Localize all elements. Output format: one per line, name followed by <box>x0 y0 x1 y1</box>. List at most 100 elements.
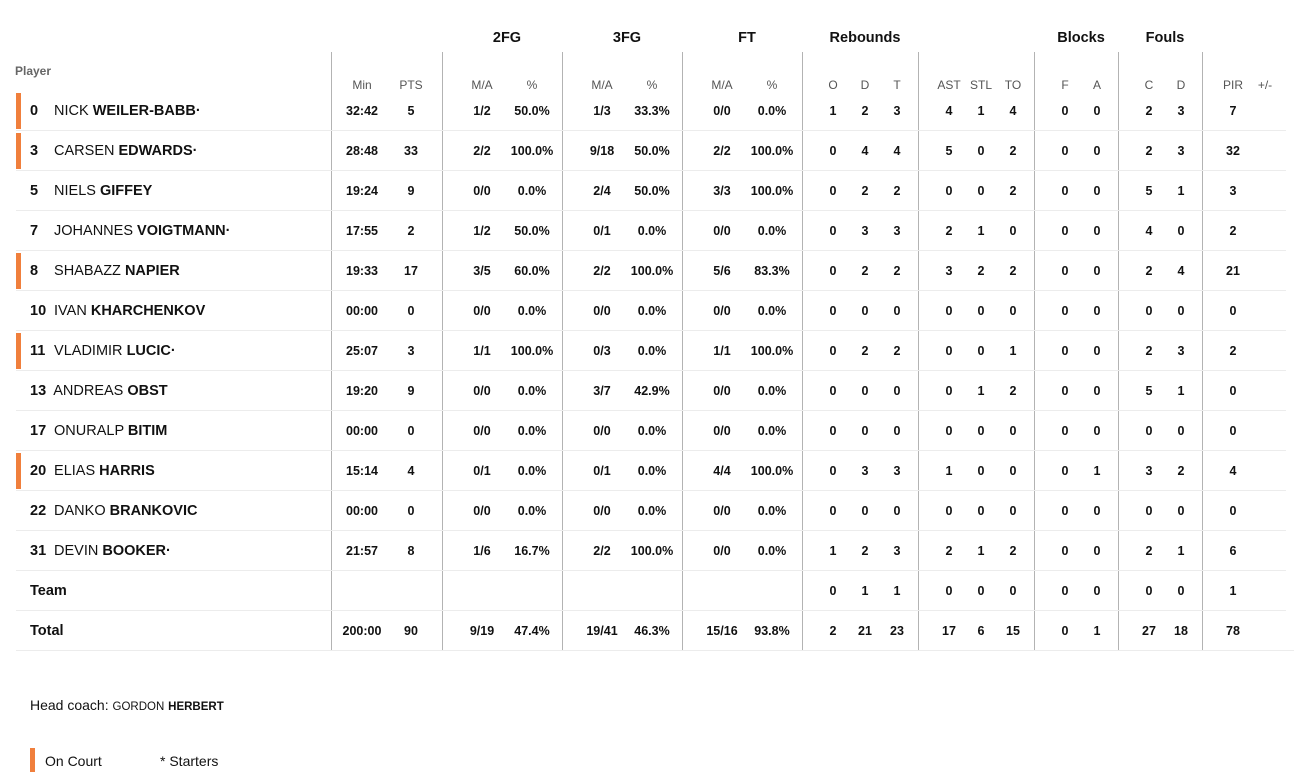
player-row[interactable]: 11 VLADIMIR LUCIC· 25:07 3 1/1 100.0% 0/3 0.0%… <box>16 331 1286 371</box>
stat-3fg-ma: 3/7 <box>593 384 611 398</box>
row-separator <box>16 250 1286 251</box>
stat-foul-d: 2 <box>1177 464 1185 478</box>
stat-2fg-ma: 2/2 <box>473 144 491 158</box>
stat-reb-t: 2 <box>893 344 901 358</box>
stat-reb-o: 0 <box>829 264 837 278</box>
stat-blk-f: 0 <box>1061 504 1069 518</box>
player-name[interactable]: 0 NICK WEILER-BABB· <box>30 91 201 131</box>
player-number: 22 <box>30 503 47 519</box>
player-row[interactable]: 13 ANDREAS OBST 19:20 9 0/0 0.0% 3/7 42.9% 0/0 0… <box>16 371 1286 411</box>
stat-3fg-pct: 0.0% <box>637 504 667 518</box>
player-name[interactable]: 8 SHABAZZ NAPIER <box>30 251 180 291</box>
stat-ast: 0 <box>945 584 953 598</box>
stat-2fg-pct: 0.0% <box>517 304 547 318</box>
player-row[interactable]: 20 ELIAS HARRIS 15:14 4 0/1 0.0% 0/1 0.0% 4/4 10… <box>16 451 1286 491</box>
stat-plus-minus <box>1235 571 1294 611</box>
stat-blk-a: 0 <box>1093 304 1101 318</box>
player-first-name: ELIAS <box>54 463 96 479</box>
stat-pir: 78 <box>1226 624 1240 638</box>
stat-2fg-pct: 50.0% <box>514 104 550 118</box>
stat-stl: 1 <box>977 384 985 398</box>
player-last-name: LUCIC· <box>126 343 176 359</box>
stat-pir: 21 <box>1226 264 1240 278</box>
player-row[interactable]: 31 DEVIN BOOKER· 21:57 8 1/6 16.7% 2/2 100.0% 0… <box>16 531 1286 571</box>
player-row[interactable]: 8 SHABAZZ NAPIER 19:33 17 3/5 60.0% 2/2 100.0%… <box>16 251 1286 291</box>
stat-plus-minus <box>1235 371 1294 411</box>
stat-2fg-pct: 47.4% <box>514 624 550 638</box>
stat-ft-pct: 0.0% <box>757 224 787 238</box>
player-name[interactable]: 10 IVAN KHARCHENKOV <box>30 291 205 331</box>
stat-ft-ma: 3/3 <box>713 184 731 198</box>
player-first-name: CARSEN <box>54 143 115 159</box>
stat-min: 25:07 <box>346 344 378 358</box>
player-number: 20 <box>30 463 47 479</box>
stat-to: 2 <box>1009 264 1017 278</box>
player-number: 13 <box>30 383 47 399</box>
stat-ast: 4 <box>945 104 953 118</box>
stat-min: 200:00 <box>342 624 382 638</box>
stat-reb-d: 0 <box>861 304 869 318</box>
player-row[interactable]: 22 DANKO BRANKOVIC 00:00 0 0/0 0.0% 0/0 0.0% 0/… <box>16 491 1286 531</box>
stat-reb-o: 0 <box>829 584 837 598</box>
column-header-plus-minus: +/- <box>1257 78 1273 92</box>
player-column-header: Player <box>15 64 52 78</box>
player-name[interactable]: 7 JOHANNES VOIGTMANN· <box>30 211 230 251</box>
stat-plus-minus <box>1235 251 1294 291</box>
column-header-ft-pct: % <box>766 78 778 92</box>
stat-pir: 6 <box>1229 544 1237 558</box>
player-row[interactable]: 5 NIELS GIFFEY 19:24 9 0/0 0.0% 2/4 50.0% 3/3 10… <box>16 171 1286 211</box>
stat-foul-c: 2 <box>1145 544 1153 558</box>
player-row[interactable]: 17 ONURALP BITIM 00:00 0 0/0 0.0% 0/0 0.0% 0/0 0… <box>16 411 1286 451</box>
stat-reb-t: 3 <box>893 544 901 558</box>
player-name[interactable]: 11 VLADIMIR LUCIC· <box>30 331 176 371</box>
team-label: Team <box>30 583 67 599</box>
stat-to: 2 <box>1009 384 1017 398</box>
column-header-3fg-ma: M/A <box>591 78 613 92</box>
row-separator <box>16 570 1286 571</box>
stat-foul-c: 5 <box>1145 184 1153 198</box>
stat-foul-d: 4 <box>1177 264 1185 278</box>
player-row[interactable]: 10 IVAN KHARCHENKOV 00:00 0 0/0 0.0% 0/0 0.0% 0… <box>16 291 1286 331</box>
player-name[interactable]: 31 DEVIN BOOKER· <box>30 531 171 571</box>
stat-pts: 17 <box>404 264 418 278</box>
player-last-name: GIFFEY <box>99 183 153 199</box>
player-row[interactable]: 3 CARSEN EDWARDS· 28:48 33 2/2 100.0% 9/18 50.… <box>16 131 1286 171</box>
stat-to: 1 <box>1009 344 1017 358</box>
column-header-ast: AST <box>937 78 961 92</box>
head-coach-last-name: HERBERT <box>168 701 224 713</box>
stat-2fg-pct: 60.0% <box>514 264 550 278</box>
stat-2fg-ma: 0/0 <box>473 504 491 518</box>
player-name[interactable]: 5 NIELS GIFFEY <box>30 171 152 211</box>
on-court-marker <box>16 333 21 369</box>
stat-reb-o: 1 <box>829 544 837 558</box>
stat-3fg-ma: 0/0 <box>593 504 611 518</box>
stat-stl: 0 <box>977 304 985 318</box>
player-first-name: DEVIN <box>54 543 99 559</box>
stat-blk-f: 0 <box>1061 384 1069 398</box>
stat-blk-f: 0 <box>1061 344 1069 358</box>
stat-foul-d: 18 <box>1174 624 1188 638</box>
stat-3fg-ma: 0/1 <box>593 464 611 478</box>
player-name[interactable]: 22 DANKO BRANKOVIC <box>30 491 197 531</box>
stat-2fg-ma: 0/0 <box>473 424 491 438</box>
stat-3fg-pct: 100.0% <box>630 544 674 558</box>
player-name[interactable]: 20 ELIAS HARRIS <box>30 451 155 491</box>
stat-3fg-ma: 0/0 <box>593 304 611 318</box>
player-name[interactable]: 13 ANDREAS OBST <box>30 371 168 411</box>
stat-3fg-ma: 1/3 <box>593 104 611 118</box>
player-name[interactable]: 3 CARSEN EDWARDS· <box>30 131 197 171</box>
player-name[interactable]: 17 ONURALP BITIM <box>30 411 167 451</box>
player-number: 31 <box>30 543 47 559</box>
stat-foul-d: 3 <box>1177 344 1185 358</box>
stat-foul-c: 2 <box>1145 104 1153 118</box>
player-row[interactable]: 7 JOHANNES VOIGTMANN· 17:55 2 1/2 50.0% 0/1 0.… <box>16 211 1286 251</box>
stat-3fg-pct: 50.0% <box>634 184 670 198</box>
stat-min: 15:14 <box>346 464 378 478</box>
stat-plus-minus <box>1235 531 1294 571</box>
stat-stl: 1 <box>977 104 985 118</box>
player-row[interactable]: 0 NICK WEILER-BABB· 32:42 5 1/2 50.0% 1/3 33.3… <box>16 91 1286 131</box>
group-header-3fg: 3FG <box>612 30 642 46</box>
stat-ast: 0 <box>945 184 953 198</box>
stat-2fg-ma: 0/1 <box>473 464 491 478</box>
stat-min: 21:57 <box>346 544 378 558</box>
